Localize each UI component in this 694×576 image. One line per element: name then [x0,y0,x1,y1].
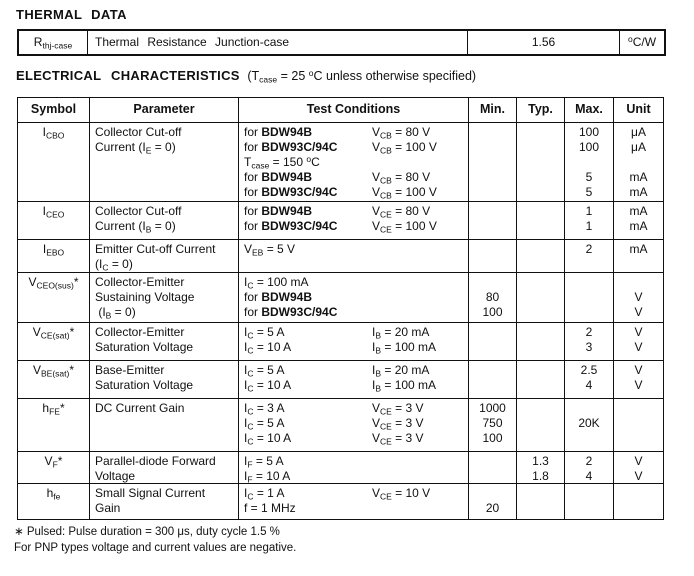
column-header-max: Max. [564,98,613,122]
table-header-row: Symbol Parameter Test Conditions Min. Typ. Ma… [18,98,663,123]
min-cell [468,323,516,360]
test-conditions-cell: IC = 5 A IB = 20 mA IC = 10 A IB = 100 mA [238,361,468,398]
symbol-cell: VF* [44,454,63,470]
symbol-cell: ICBO [42,125,65,141]
max-cell: 2 [564,240,613,272]
table-row-v-ce-sat: VCE(sat)* Collector-Emitter Saturation Vol… [18,323,663,361]
parameter-cell: DC Current Gain [89,399,238,451]
parameter-cell: Base-Emitter Saturation Voltage [89,361,238,398]
symbol-cell: hfe [46,486,61,502]
thermal-symbol: Rthj-case [33,35,73,51]
min-cell: 1000 750 100 [468,399,516,451]
min-cell [468,240,516,272]
column-header-min: Min. [468,98,516,122]
electrical-title-condition: (Tcase = 25 oC unless otherwise specifie… [247,68,477,85]
footnote-pulsed: ∗ Pulsed: Pulse duration = 300 μs, duty … [14,526,280,538]
typ-cell [516,361,564,398]
table-row-i-ebo: IEBO Emitter Cut-off Current (IC = 0) VEB =… [18,240,663,273]
typ-cell [516,399,564,451]
table-row-i-ceo: ICEO Collector Cut-off Current (IB = 0) for… [18,202,663,240]
parameter-cell: Collector-Emitter Sustaining Voltage (IB … [89,273,238,322]
thermal-value: 1.56 [467,31,619,54]
table-row-h-fe: hfe Small Signal Current Gain IC = 1 A VCE =… [18,484,663,519]
thermal-unit: oC/W [619,31,664,54]
max-cell [564,484,613,519]
column-header-symbol: Symbol [30,102,77,116]
unit-cell: μA μA mA mA [613,123,663,201]
test-conditions-cell: IC = 5 A IB = 20 mA IC = 10 A IB = 100 mA [238,323,468,360]
parameter-cell: Emitter Cut-off Current (IC = 0) [89,240,238,272]
test-conditions-cell: IF = 5 A IF = 10 A [238,452,468,483]
min-cell [468,202,516,239]
min-cell [468,123,516,201]
min-cell [468,452,516,483]
symbol-cell: IEBO [42,242,65,258]
typ-cell [516,484,564,519]
table-row-v-be-sat: VBE(sat)* Base-Emitter Saturation Voltage I… [18,361,663,399]
typ-cell [516,323,564,360]
thermal-data-title: THERMAL DATA [16,7,127,22]
max-cell: 20K [564,399,613,451]
parameter-cell: Collector Cut-off Current (IB = 0) [89,202,238,239]
test-conditions-cell: IC = 100 mA for BDW94B for BDW93C/94C [238,273,468,322]
symbol-cell: hFE* [42,401,65,417]
footnote-pnp: For PNP types voltage and current values… [14,542,297,554]
typ-cell [516,202,564,239]
symbol-cell: ICEO [42,204,65,220]
table-row-h-fe: hFE* DC Current Gain IC = 3 A VCE = 3 V IC =… [18,399,663,452]
electrical-title-text: ELECTRICAL CHARACTERISTICS [16,68,240,83]
parameter-cell: Parallel-diode Forward Voltage [89,452,238,483]
table-row-v-f: VF* Parallel-diode Forward Voltage IF = 5 A… [18,452,663,484]
symbol-cell: VCEO(sus)* [28,275,79,291]
parameter-cell: Collector-Emitter Saturation Voltage [89,323,238,360]
max-cell: 2.5 4 [564,361,613,398]
max-cell [564,273,613,322]
thermal-parameter: Thermal Resistance Junction-case [87,31,467,54]
column-header-unit: Unit [613,98,663,122]
parameter-cell: Small Signal Current Gain [89,484,238,519]
parameter-cell: Collector Cut-off Current (IE = 0) [89,123,238,201]
symbol-cell: VCE(sat)* [32,325,75,341]
typ-cell [516,273,564,322]
symbol-cell: VBE(sat)* [32,363,75,379]
unit-cell [613,399,663,451]
typ-cell [516,240,564,272]
min-cell [468,361,516,398]
thermal-data-table: Rthj-case Thermal Resistance Junction-ca… [17,29,666,56]
min-cell: 20 [468,484,516,519]
max-cell: 100 100 5 5 [564,123,613,201]
test-conditions-cell: VEB = 5 V [238,240,468,272]
table-row-v-ceo-sus: VCEO(sus)* Collector-Emitter Sustaining Vo… [18,273,663,323]
column-header-typ: Typ. [516,98,564,122]
unit-cell [613,484,663,519]
typ-cell [516,123,564,201]
footnotes: ∗ Pulsed: Pulse duration = 300 μs, duty … [14,524,296,556]
test-conditions-cell: IC = 3 A VCE = 3 V IC = 5 A VCE = 3 V IC = 1… [238,399,468,451]
column-header-parameter: Parameter [89,98,238,122]
table-row-i-cbo: ICBO Collector Cut-off Current (IE = 0) for… [18,123,663,202]
electrical-characteristics-table: Symbol Parameter Test Conditions Min. Typ. Ma… [17,97,664,520]
min-cell: 80 100 [468,273,516,322]
typ-cell: 1.3 1.8 [516,452,564,483]
column-header-test-conditions: Test Conditions [238,98,468,122]
electrical-characteristics-title: ELECTRICAL CHARACTERISTICS (Tcase = 25 o… [16,68,477,85]
unit-cell: mA [613,240,663,272]
unit-cell: mA mA [613,202,663,239]
